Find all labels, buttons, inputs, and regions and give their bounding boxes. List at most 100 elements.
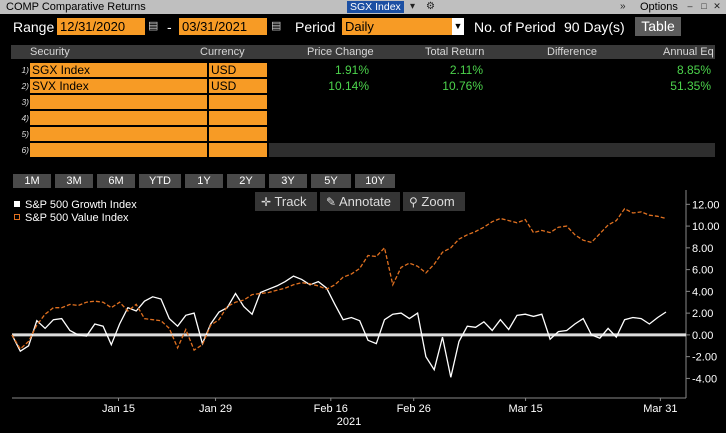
x-tick-label: Feb 16 <box>314 403 348 415</box>
header-security[interactable]: Security <box>30 46 70 58</box>
table-button[interactable]: Table <box>635 17 681 36</box>
price-change-cell: 1.91% <box>334 63 369 77</box>
period-button-ytd[interactable]: YTD <box>139 174 181 188</box>
y-tick-label: -4.00 <box>692 373 717 385</box>
currency-cell[interactable]: USD <box>209 63 267 77</box>
y-tick-label: 2.00 <box>692 308 713 320</box>
y-tick-label: 4.00 <box>692 286 713 298</box>
currency-cell[interactable] <box>209 95 267 109</box>
price-change-cell: 10.14% <box>328 79 369 93</box>
annotate-label: Annotate <box>338 194 392 209</box>
period-button-5y[interactable]: 5Y <box>311 174 351 188</box>
period-button-2y[interactable]: 2Y <box>227 174 265 188</box>
annual-eq-cell: 8.85% <box>676 63 711 77</box>
zoom-label: Zoom <box>421 194 455 209</box>
range-label: Range <box>13 19 55 35</box>
crosshair-icon: ✛ <box>261 195 272 209</box>
period-dropdown-icon[interactable]: ▼ <box>452 18 464 35</box>
x-tick-label: Mar 15 <box>508 403 542 415</box>
x-tick-label: Jan 29 <box>199 403 232 415</box>
end-date-field[interactable]: 03/31/2021 <box>179 18 267 35</box>
range-dash: - <box>167 19 172 35</box>
legend-item-value[interactable]: S&P 500 Value Index <box>14 212 137 225</box>
y-tick-label: 8.00 <box>692 243 713 255</box>
legend-label: S&P 500 Value Index <box>25 212 129 224</box>
security-cell[interactable]: SGX Index <box>30 63 207 77</box>
options-chevron-icon[interactable]: » <box>620 1 626 12</box>
securities-table: Security Currency Price Change Total Ret… <box>11 45 715 165</box>
minimize-icon[interactable]: – <box>687 1 693 11</box>
header-total-return[interactable]: Total Return <box>425 46 485 58</box>
track-label: Track <box>274 194 307 209</box>
magnifier-icon: ⚲ <box>409 195 418 209</box>
currency-cell[interactable] <box>209 143 267 157</box>
dropdown-icon[interactable]: ▾ <box>410 1 416 12</box>
security-cell[interactable] <box>30 111 207 125</box>
table-header-row <box>11 45 715 59</box>
currency-cell[interactable] <box>209 111 267 125</box>
track-button[interactable]: ✛ Track <box>255 192 317 211</box>
table-row[interactable]: 2) SVX Index USD 10.14% 10.76% 51.35% <box>11 79 715 94</box>
header-currency[interactable]: Currency <box>200 46 245 58</box>
y-tick-label: -2.00 <box>692 352 717 364</box>
link-icon[interactable]: ⚙ <box>426 1 435 12</box>
header-price-change[interactable]: Price Change <box>307 46 374 58</box>
security-cell[interactable] <box>30 127 207 141</box>
y-tick-label: 6.00 <box>692 265 713 277</box>
period-select[interactable]: Daily <box>342 18 452 35</box>
options-menu[interactable]: Options <box>640 1 678 13</box>
period-label: Period <box>295 19 336 35</box>
x-tick-label: Mar 31 <box>643 403 677 415</box>
row-number: 3) <box>21 97 29 107</box>
legend-item-growth[interactable]: S&P 500 Growth Index <box>14 199 137 212</box>
row-number: 5) <box>21 129 29 139</box>
annotate-button[interactable]: ✎ Annotate <box>320 192 400 211</box>
window-title-bar: COMP Comparative Returns SGX Index ▾ ⚙ »… <box>0 0 726 14</box>
y-tick-label: 10.00 <box>692 221 720 233</box>
num-periods-value: 90 Day(s) <box>564 19 625 35</box>
table-row[interactable]: 5) <box>11 127 715 142</box>
end-calendar-icon[interactable]: ▤ <box>271 20 282 32</box>
header-annual-eq[interactable]: Annual Eq <box>663 46 714 58</box>
currency-cell[interactable] <box>209 127 267 141</box>
pencil-icon: ✎ <box>326 195 337 209</box>
empty-row-fill <box>269 143 715 157</box>
security-cell[interactable] <box>30 143 207 157</box>
y-tick-label: 0.00 <box>692 330 713 342</box>
annual-eq-cell: 51.35% <box>670 79 711 93</box>
row-number: 1) <box>21 65 29 75</box>
row-number: 2) <box>21 81 29 91</box>
x-axis-year-label: 2021 <box>337 416 361 428</box>
period-button-1m[interactable]: 1M <box>13 174 51 188</box>
start-date-field[interactable]: 12/31/2020 <box>57 18 145 35</box>
legend-label: S&P 500 Growth Index <box>25 199 137 211</box>
table-row[interactable]: 1) SGX Index USD 1.91% 2.11% 8.85% <box>11 63 715 78</box>
x-tick-label: Jan 15 <box>102 403 135 415</box>
table-row[interactable]: 4) <box>11 111 715 126</box>
table-row[interactable]: 6) <box>11 143 715 158</box>
chart-legend: S&P 500 Growth Index S&P 500 Value Index <box>14 199 137 225</box>
restore-icon[interactable]: □ <box>701 1 707 11</box>
total-return-cell: 10.76% <box>442 79 483 93</box>
header-difference[interactable]: Difference <box>547 46 597 58</box>
currency-cell[interactable]: USD <box>209 79 267 93</box>
table-row[interactable]: 3) <box>11 95 715 110</box>
period-button-10y[interactable]: 10Y <box>355 174 395 188</box>
legend-swatch <box>14 201 20 207</box>
value-series-line <box>11 207 667 352</box>
total-return-cell: 2.11% <box>449 63 483 77</box>
period-button-3m[interactable]: 3M <box>55 174 93 188</box>
period-button-6m[interactable]: 6M <box>97 174 135 188</box>
close-icon[interactable]: ✕ <box>713 1 721 11</box>
security-cell[interactable]: SVX Index <box>30 79 207 93</box>
period-button-1y[interactable]: 1Y <box>185 174 223 188</box>
row-number: 6) <box>21 145 29 155</box>
start-calendar-icon[interactable]: ▤ <box>148 20 159 32</box>
security-cell[interactable] <box>30 95 207 109</box>
growth-series-line <box>11 275 667 378</box>
y-tick-label: 12.00 <box>692 199 720 211</box>
zoom-button[interactable]: ⚲ Zoom <box>403 192 465 211</box>
period-button-3y[interactable]: 3Y <box>269 174 307 188</box>
num-periods-label: No. of Period <box>474 19 556 35</box>
ticker-tab[interactable]: SGX Index <box>347 1 404 13</box>
